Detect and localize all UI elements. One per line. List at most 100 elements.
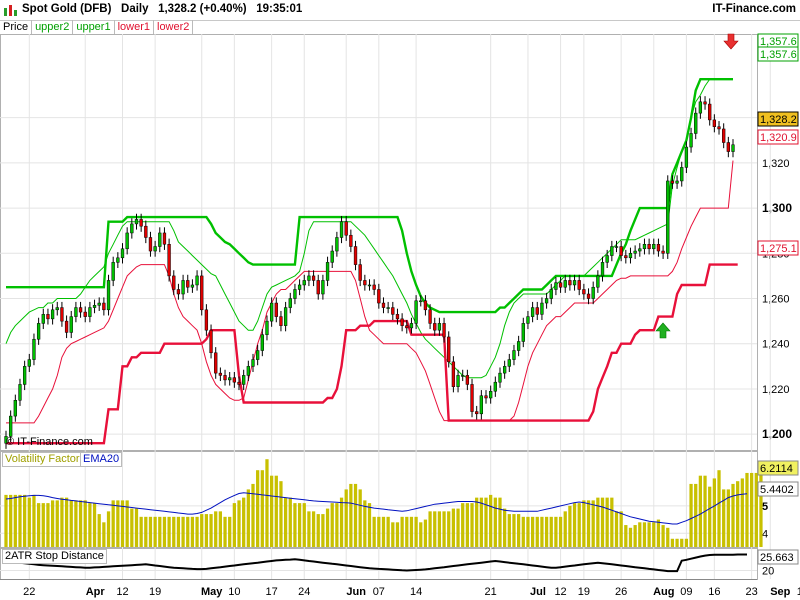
candle-body [582,289,586,295]
volatility-bar [288,497,292,547]
date-tick-label: 22 [23,586,35,598]
candle-body [22,366,27,385]
date-tick-label: 12 [554,586,566,598]
candle-body [83,311,87,317]
candle-body [251,359,255,367]
candle-body [260,334,264,351]
candle-body [470,384,474,412]
legend-upper2[interactable]: upper2 [32,20,74,34]
volatility-bar [41,503,45,547]
candle-body [18,384,22,401]
price-tick-label: 1,200 [762,427,792,441]
candle-body [321,280,325,295]
volatility-bar [339,497,344,547]
candle-body [493,381,497,392]
candle-body [428,309,432,324]
legend-price[interactable]: Price [0,20,33,34]
volatility-bar [638,522,642,547]
watermark-text: © IT-Finance.com [6,436,93,448]
volatility-bar [386,516,390,547]
volatility-bar [544,516,549,547]
candle-body [344,221,348,236]
candle-body [228,377,232,381]
volatility-bar [88,503,92,547]
volatility-bar [367,503,372,547]
volatility-bar [50,500,55,547]
volatility-bar [670,538,675,547]
volatility-bar [167,516,171,547]
volatility-bar [311,511,316,547]
volatility-bar [633,525,637,547]
volatility-bar [297,503,302,547]
volatility-bar [666,527,670,547]
date-tick-label: 21 [485,586,497,598]
ema20-label: EMA20 [80,452,123,467]
candle-body [69,316,73,333]
candle-body [475,411,479,415]
legend-lower2[interactable]: lower2 [154,20,194,34]
volatility-bar [577,503,581,547]
candle-body [694,112,698,134]
candle-body [186,280,190,288]
volatility-bar [563,511,567,547]
candle-body [689,133,693,148]
volatility-bar [498,497,502,547]
candle-body [36,323,41,340]
candle-body [223,375,227,381]
date-tick-label: 14 [410,586,422,598]
candle-body [610,246,614,256]
volatility-bar [279,481,283,547]
candle-body [703,101,707,105]
legend-lower1[interactable]: lower1 [115,20,154,34]
price-tag-box [757,240,799,256]
candle-body [162,232,167,245]
volatility-bar [516,514,521,547]
volatility-bar [256,470,260,547]
candle-body [120,248,125,259]
price-tag-value: 1,320.9 [760,132,797,144]
volatility-bar [731,483,735,547]
candle-body [684,146,689,168]
candle-body [633,250,637,254]
candle-body [456,375,460,387]
candle-body [400,318,404,326]
volatility-bar [465,503,469,547]
candle-body [512,350,516,360]
candle-body [97,302,101,306]
date-tick-label: 12 [116,586,128,598]
chart-canvas[interactable]: 1,2001,2201,2401,2601,2801,3001,3201,340… [0,20,800,600]
volatility-bar [591,500,595,547]
candle-body [507,359,511,367]
volatility-bar [750,472,754,547]
volatility-bar [60,497,64,547]
volatility-bar [377,516,381,547]
volatility-bar [316,514,320,547]
volatility-bar [209,514,213,547]
candle-body [64,320,69,333]
candle-body [661,250,665,254]
volatility-bar [530,516,535,547]
volatility-bar [335,503,339,547]
volatility-bar [372,516,376,547]
date-tick-label: 16 [708,586,720,598]
volatility-bar [689,483,693,547]
candle-body [190,284,195,288]
volatility-bar [92,503,97,547]
up-arrow-shape [655,322,671,339]
volatility-bar [395,522,400,547]
volatility-bar [242,497,246,547]
candle-body [153,246,157,252]
volatility-bar [740,478,744,547]
volatility-bar [451,508,456,547]
candle-body [134,219,139,225]
date-tick-label: Apr [86,586,106,598]
volatility-bar [246,489,250,547]
lower1-band-line [6,160,734,424]
candle-body [605,255,609,263]
legend-upper1[interactable]: upper1 [73,20,115,34]
candle-body [498,372,502,383]
volatility-bar [554,516,558,547]
volatility-bar [330,503,334,547]
date-tick-label: 10 [228,586,240,598]
candle-body [78,307,83,313]
